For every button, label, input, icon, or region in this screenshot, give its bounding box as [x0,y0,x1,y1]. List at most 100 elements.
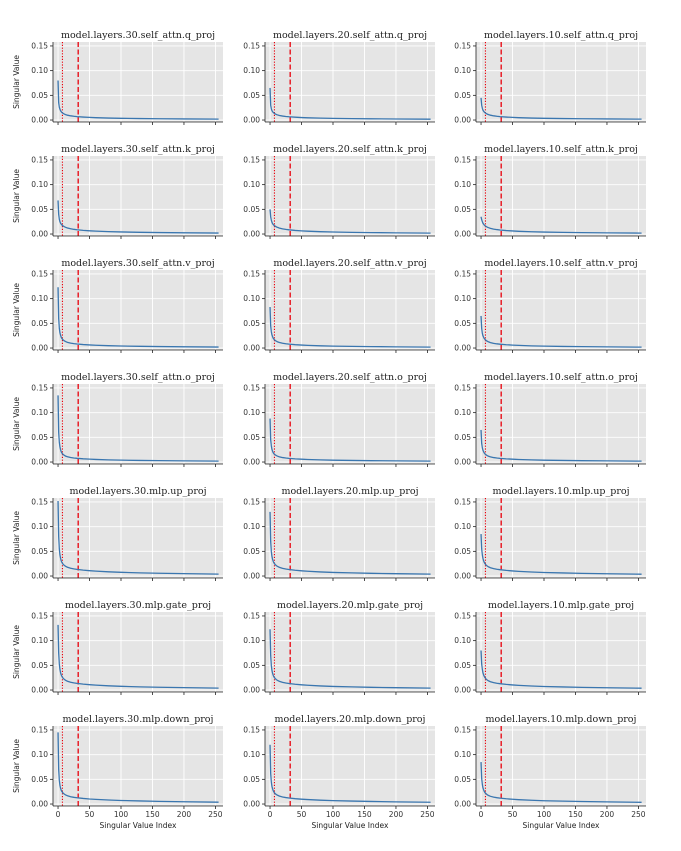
panel-title: model.layers.10.mlp.gate_proj [488,600,634,611]
y-tick-label: 0.15 [454,270,471,279]
x-tick-label: 250 [208,810,223,819]
x-tick-label: 100 [537,810,552,819]
panel-background [53,42,223,122]
panel-background [265,726,435,806]
y-axis-label: Singular Value [12,397,21,451]
series-line [269,629,431,689]
x-tick-label: 0 [268,810,273,819]
panel: 0.00 0.05 0.10 0.15 0 50 100 150 200 250 model.lay… [243,714,435,830]
panel-title: model.layers.30.mlp.gate_proj [65,600,211,611]
y-tick-label: 0.10 [243,408,260,417]
panel: 0.00 0.05 0.10 0.15 model.layers.10.mlp.gate… [454,600,646,695]
panel-background [476,270,646,350]
panel-title: model.layers.30.self_attn.v_proj [61,258,214,269]
x-tick-label: 0 [479,810,484,819]
y-tick-label: 0.00 [243,344,260,353]
series-line [269,511,431,575]
panel-background [53,498,223,578]
series-line [269,307,431,348]
panel-background [53,270,223,350]
series-line [57,287,219,348]
panel: 0.00 0.05 0.10 0.15 model.layers.10.self_att… [454,144,646,239]
y-tick-label: 0.00 [243,572,260,581]
panel: 0.00 0.05 0.10 0.15 model.layers.30.self_att… [12,372,223,467]
y-tick-label: 0.10 [454,180,471,189]
y-tick-label: 0.15 [31,726,48,735]
y-tick-label: 0.10 [31,636,48,645]
y-tick-label: 0.15 [454,384,471,393]
series-line [57,80,219,120]
y-tick-label: 0.15 [243,384,260,393]
y-tick-label: 0.10 [454,408,471,417]
panel-title: model.layers.10.mlp.up_proj [492,486,629,497]
y-tick-label: 0.10 [243,750,260,759]
y-tick-label: 0.05 [31,91,48,100]
y-tick-label: 0.05 [31,661,48,670]
y-tick-label: 0.10 [454,66,471,75]
x-tick-label: 150 [568,810,583,819]
series-line [57,200,219,234]
y-tick-label: 0.05 [31,319,48,328]
y-tick-label: 0.10 [243,180,260,189]
y-tick-label: 0.00 [31,686,48,695]
series-line [57,500,219,575]
y-tick-label: 0.15 [454,612,471,621]
series-line [480,315,642,348]
y-axis-label: Singular Value [12,55,21,109]
y-tick-label: 0.10 [31,408,48,417]
y-tick-label: 0.15 [31,156,48,165]
y-axis-label: Singular Value [12,739,21,793]
y-tick-label: 0.15 [243,726,260,735]
panel-title: model.layers.20.self_attn.v_proj [273,258,426,269]
panel-background [476,42,646,122]
panel-title: model.layers.10.self_attn.v_proj [484,258,637,269]
panel-background [53,156,223,236]
y-tick-label: 0.10 [454,750,471,759]
y-tick-label: 0.10 [243,66,260,75]
panel-title: model.layers.10.self_attn.k_proj [484,144,638,155]
x-tick-label: 200 [177,810,192,819]
panel-title: model.layers.20.mlp.gate_proj [277,600,423,611]
y-tick-label: 0.15 [31,42,48,51]
y-tick-label: 0.10 [454,294,471,303]
panel: 0.00 0.05 0.10 0.15 model.layers.30.self_att… [12,30,223,125]
y-tick-label: 0.00 [31,800,48,809]
y-tick-label: 0.10 [243,636,260,645]
y-axis-label: Singular Value [12,169,21,223]
series-line [269,418,431,462]
series-line [480,650,642,689]
y-tick-label: 0.10 [31,294,48,303]
x-tick-label: 50 [85,810,95,819]
series-line [57,395,219,462]
panel: 0.00 0.05 0.10 0.15 model.layers.20.self_att… [243,30,435,125]
x-tick-label: 200 [389,810,404,819]
y-tick-label: 0.05 [243,319,260,328]
y-tick-label: 0.15 [31,270,48,279]
panel: 0.00 0.05 0.10 0.15 model.layers.20.self_att… [243,258,435,353]
panel: 0.00 0.05 0.10 0.15 model.layers.10.self_att… [454,30,646,125]
y-tick-label: 0.15 [243,156,260,165]
y-tick-label: 0.00 [454,116,471,125]
panel-title: model.layers.10.self_attn.q_proj [484,30,638,41]
panel: 0.00 0.05 0.10 0.15 model.layers.10.mlp.up_p… [454,486,646,581]
panel: 0.00 0.05 0.10 0.15 model.layers.30.self_att… [12,144,223,239]
x-tick-label: 50 [508,810,518,819]
y-tick-label: 0.15 [31,498,48,507]
y-tick-label: 0.05 [454,91,471,100]
y-tick-label: 0.10 [243,522,260,531]
x-tick-label: 50 [297,810,307,819]
y-tick-label: 0.15 [31,384,48,393]
y-tick-label: 0.05 [454,775,471,784]
x-tick-label: 250 [420,810,435,819]
panel-title: model.layers.30.self_attn.o_proj [61,372,215,383]
y-tick-label: 0.05 [454,433,471,442]
panel-background [265,270,435,350]
y-tick-label: 0.00 [454,344,471,353]
y-tick-label: 0.05 [31,547,48,556]
panel-background [476,612,646,692]
y-tick-label: 0.00 [31,230,48,239]
y-tick-label: 0.05 [243,661,260,670]
y-tick-label: 0.00 [31,458,48,467]
y-tick-label: 0.05 [454,547,471,556]
series-line [480,534,642,575]
